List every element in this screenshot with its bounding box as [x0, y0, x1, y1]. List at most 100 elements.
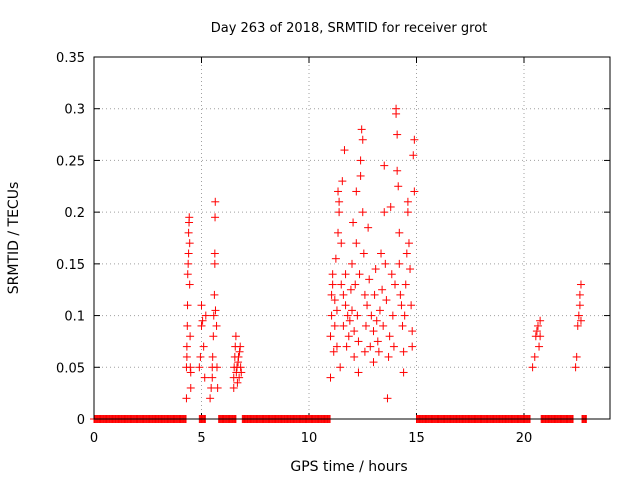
data-point: [337, 239, 346, 248]
data-point: [350, 327, 359, 336]
data-point: [394, 182, 403, 191]
data-point: [212, 363, 221, 372]
data-point: [341, 270, 350, 279]
data-point: [367, 311, 376, 320]
data-point: [198, 316, 207, 325]
data-point: [340, 146, 349, 155]
data-point: [186, 383, 195, 392]
data-point: [571, 363, 580, 372]
data-point: [396, 290, 405, 299]
data-point: [393, 130, 402, 139]
data-point: [395, 228, 404, 237]
data-point: [339, 321, 348, 330]
data-point: [393, 166, 402, 175]
data-point: [374, 347, 383, 356]
data-point: [404, 239, 413, 248]
data-point: [360, 290, 369, 299]
data-point: [334, 228, 343, 237]
data-point: [407, 301, 416, 310]
data-point: [370, 290, 379, 299]
data-point: [336, 363, 345, 372]
data-point: [212, 321, 221, 330]
data-point: [328, 270, 337, 279]
data-point: [536, 332, 545, 341]
data-point: [392, 109, 401, 118]
data-point: [360, 347, 369, 356]
data-point: [328, 280, 337, 289]
data-point: [237, 368, 246, 377]
data-point: [327, 290, 336, 299]
x-tick-label: 10: [301, 431, 318, 446]
data-point: [388, 311, 397, 320]
data-point: [356, 171, 365, 180]
data-point: [410, 187, 419, 196]
data-point: [383, 394, 392, 403]
data-point: [358, 135, 367, 144]
data-point: [576, 280, 585, 289]
data-point: [382, 296, 391, 305]
data-point: [573, 321, 582, 330]
data-point: [326, 332, 335, 341]
data-point: [348, 259, 356, 268]
data-point: [408, 327, 417, 336]
data-point: [186, 368, 195, 377]
data-point: [377, 249, 386, 258]
data-point: [406, 265, 415, 274]
data-point: [210, 290, 219, 299]
data-point: [236, 363, 245, 372]
data-point: [375, 306, 384, 315]
data-point: [391, 280, 399, 289]
y-tick-label: 0.3: [64, 103, 85, 118]
data-point: [536, 316, 545, 325]
x-tick-label: 20: [516, 431, 533, 446]
data-point: [574, 311, 583, 320]
data-point: [532, 327, 541, 336]
data-point: [354, 337, 363, 346]
data-point: [341, 301, 350, 310]
data-point: [572, 352, 581, 361]
data-points: [90, 104, 591, 423]
data-point: [358, 208, 367, 217]
data-point: [183, 301, 192, 310]
data-point: [197, 301, 206, 310]
data-point: [210, 249, 219, 258]
data-point: [200, 373, 209, 382]
data-point: [385, 332, 394, 341]
data-point: [339, 290, 348, 299]
data-point: [233, 378, 242, 387]
data-point: [211, 213, 220, 222]
data-point: [384, 352, 393, 361]
data-point: [355, 270, 364, 279]
data-point: [379, 321, 388, 330]
data-point: [401, 280, 410, 289]
data-point: [184, 259, 193, 268]
data-point: [332, 306, 341, 315]
data-point: [332, 342, 341, 351]
data-point: [410, 135, 419, 144]
data-point: [197, 321, 206, 330]
data-point: [403, 208, 412, 217]
data-point: [344, 332, 353, 341]
data-point: [199, 342, 208, 351]
data-point: [236, 342, 245, 351]
data-point: [357, 125, 366, 134]
data-point: [327, 311, 336, 320]
chart-title: Day 263 of 2018, SRMTID for receiver gro…: [211, 21, 488, 36]
data-point: [352, 239, 361, 248]
data-point: [373, 337, 382, 346]
data-point: [184, 249, 193, 258]
y-tick-label: 0.2: [64, 206, 85, 221]
data-point: [235, 373, 244, 382]
data-point: [378, 285, 387, 294]
y-tick-label: 0.1: [64, 310, 85, 325]
data-point: [389, 342, 398, 351]
data-point: [369, 327, 378, 336]
data-point: [576, 316, 585, 325]
data-point: [409, 151, 418, 160]
axis-ticks: 0 0.05 0.1 0.15 0.2 0.25 0.3 0.35 0 5 10 15 20: [56, 51, 610, 446]
data-point: [338, 177, 347, 186]
y-tick-label: 0.15: [56, 258, 85, 273]
data-point: [403, 197, 412, 206]
data-point: [387, 270, 396, 279]
data-point: [185, 239, 194, 248]
